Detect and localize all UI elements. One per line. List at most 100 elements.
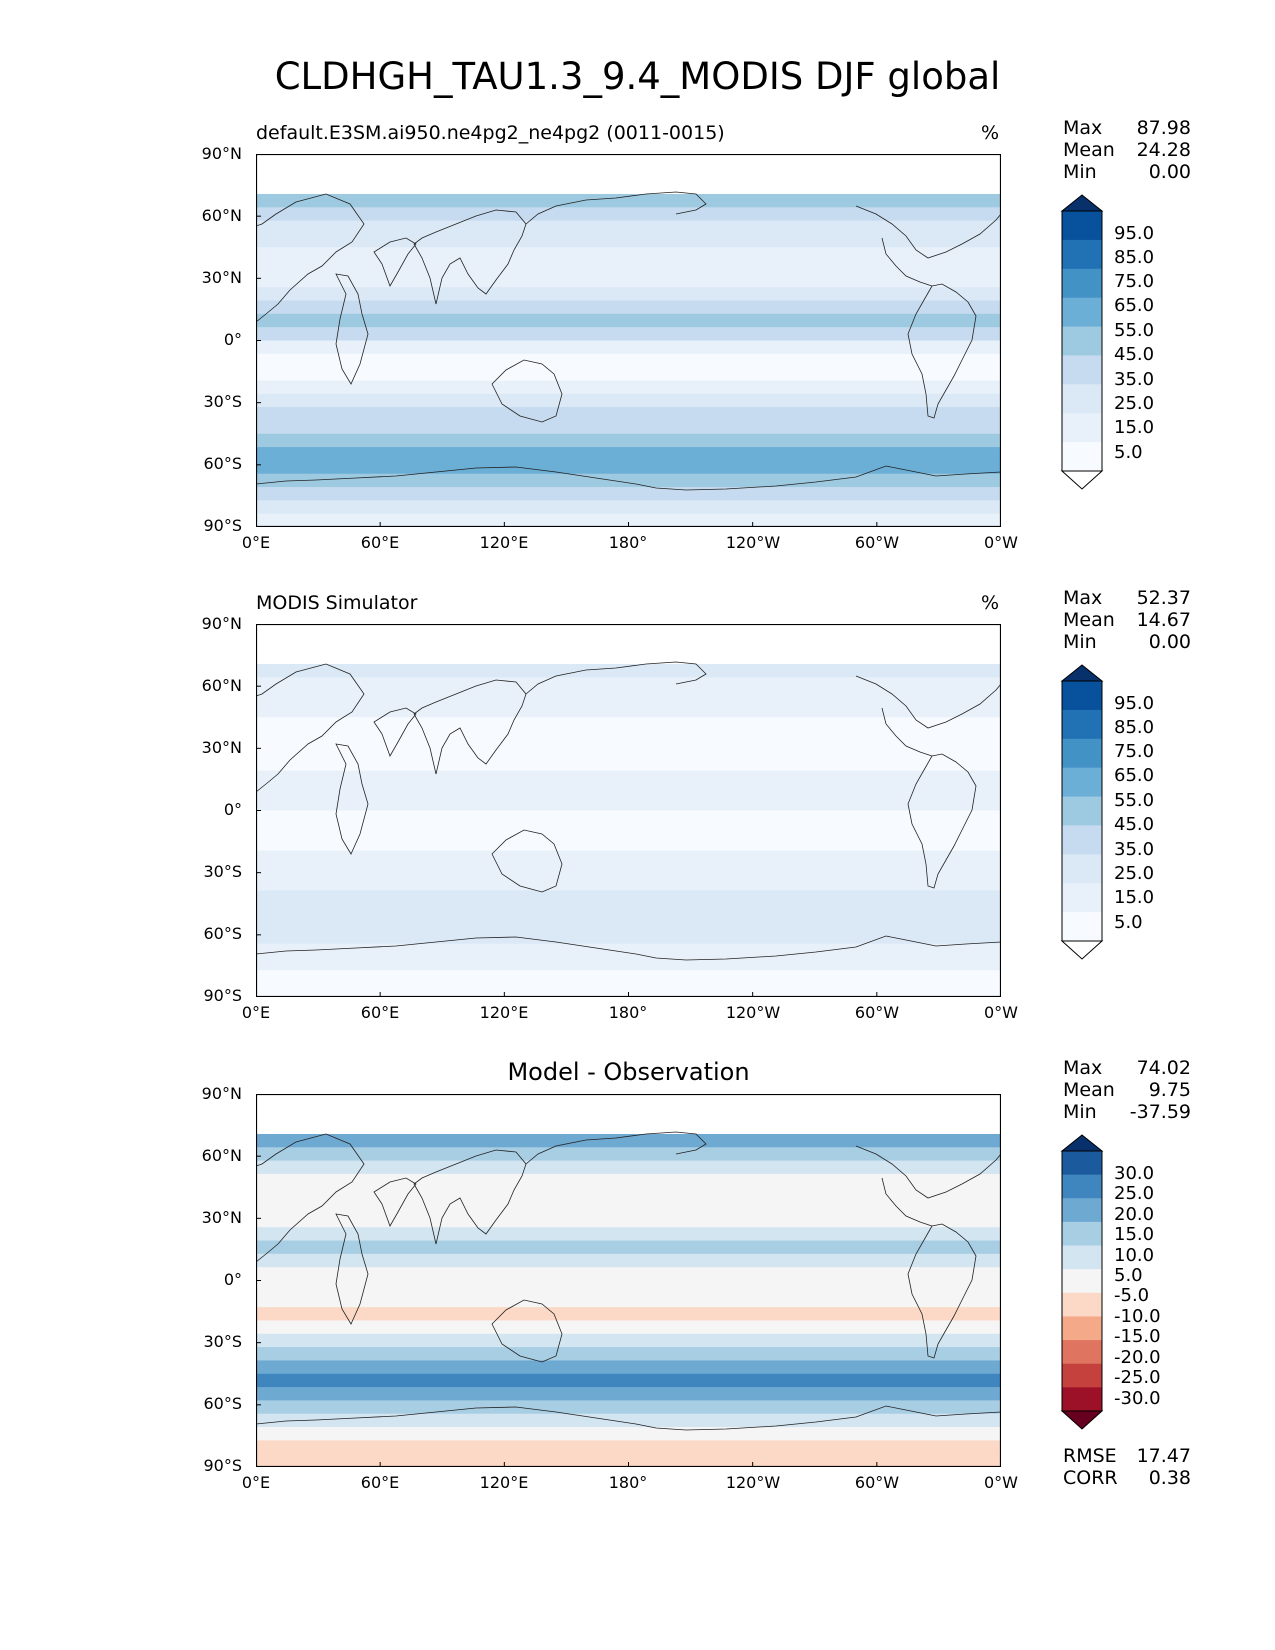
colorbar-tick-label: 65.0 [1114, 765, 1155, 786]
colorbar-segment [1062, 709, 1102, 740]
lon-tick-label: 120°E [479, 1003, 529, 1022]
lat-band [256, 447, 1001, 461]
coastline [881, 707, 933, 757]
colorbar-tick-label: 20.0 [1114, 1204, 1155, 1225]
lat-band [256, 930, 1001, 945]
lat-band [256, 983, 1001, 997]
lat-tick-label: 60°S [203, 924, 242, 943]
colorbar-tick-label: 55.0 [1114, 790, 1155, 811]
lat-band [256, 207, 1001, 222]
coastline [413, 209, 527, 305]
lon-tick-label: 60°E [360, 1003, 400, 1022]
lat-tick-label: 60°N [201, 1146, 242, 1165]
lat-band [256, 917, 1001, 931]
lat-tick-label: 30°N [201, 738, 242, 757]
lat-band [256, 1453, 1001, 1467]
colorbar-tick-label: 35.0 [1114, 369, 1155, 390]
coastline [373, 237, 417, 287]
lat-band [256, 1200, 1001, 1215]
lat-band [256, 1253, 1001, 1268]
lat-band [256, 970, 1001, 985]
lat-band [256, 500, 1001, 515]
lat-band [256, 1307, 1001, 1322]
lat-band [256, 1240, 1001, 1255]
rmse-corr-box: RMSE 17.47 CORR 0.38 [1063, 1445, 1191, 1489]
lat-band [256, 650, 1001, 665]
colorbar [1060, 664, 1104, 960]
lat-band [256, 783, 1001, 798]
lat-band [256, 637, 1001, 652]
stat-mean-label: Mean [1063, 139, 1115, 161]
lat-band [256, 273, 1001, 288]
rmse-label: RMSE [1063, 1445, 1117, 1467]
figure-title: CLDHGH_TAU1.3_9.4_MODIS DJF global [274, 55, 1001, 98]
colorbar-segment [1062, 1151, 1102, 1176]
colorbar [1060, 1134, 1104, 1430]
lat-band [256, 1227, 1001, 1242]
coastline [335, 273, 369, 385]
colorbar-segment [1062, 854, 1102, 884]
lat-band [256, 823, 1001, 838]
lat-band [256, 340, 1001, 355]
coastline [881, 237, 933, 287]
colorbar-tick-label: -20.0 [1114, 1347, 1161, 1368]
colorbar-extend-top [1060, 194, 1104, 212]
colorbar-segment [1062, 912, 1102, 942]
lat-band [256, 1094, 1001, 1108]
stat-mean-value: 24.28 [1136, 139, 1191, 161]
lat-band [256, 513, 1001, 527]
coastline [256, 465, 1001, 491]
panel-obs: MODIS Simulator % 90°N 60°N 30°N 0° 30°S… [0, 470, 1275, 1022]
colorbar-tick-label: 65.0 [1114, 295, 1155, 316]
coastline [335, 1213, 369, 1325]
lat-tick-label: 0° [223, 330, 242, 349]
colorbar-segment [1062, 413, 1102, 443]
lat-band [256, 677, 1001, 692]
lon-tick-label: 120°W [725, 1003, 781, 1022]
stat-max-value: 52.37 [1136, 587, 1191, 609]
colorbar-tick-label: 95.0 [1114, 693, 1155, 714]
map-plot [256, 1094, 1001, 1467]
coastline [491, 359, 563, 423]
corr-label: CORR [1063, 1467, 1118, 1489]
colorbar-tick-label: -15.0 [1114, 1326, 1161, 1347]
lat-band [256, 154, 1001, 168]
coastline [907, 283, 977, 419]
coastline [256, 1405, 1001, 1431]
lat-band [256, 810, 1001, 825]
lon-tick-label: 180° [608, 1473, 648, 1492]
lat-band [256, 877, 1001, 892]
panel-title: Model - Observation [507, 1058, 750, 1086]
stat-max-label: Max [1063, 117, 1103, 139]
lon-tick-label: 120°W [725, 533, 781, 552]
lat-tick-label: 30°N [201, 268, 242, 287]
lat-band [256, 717, 1001, 732]
lat-band [256, 703, 1001, 718]
lon-tick-label: 0°E [241, 533, 271, 552]
coastline [413, 1149, 527, 1245]
lat-tick-label: 0° [223, 1270, 242, 1289]
colorbar-segment [1062, 1174, 1102, 1199]
stat-mean-value: 14.67 [1136, 609, 1191, 631]
lat-band [256, 1360, 1001, 1375]
coastline [413, 679, 527, 775]
colorbar-frame [1061, 210, 1103, 472]
lat-band [256, 433, 1001, 448]
stats-box: Max 74.02 Mean 9.75 Min -37.59 [1063, 1057, 1191, 1123]
colorbar-segment [1062, 355, 1102, 385]
colorbar-tick-label: 45.0 [1114, 344, 1155, 365]
coastline [373, 1177, 417, 1227]
lat-tick-label: 30°S [203, 392, 242, 411]
corr-value: 0.38 [1148, 1467, 1191, 1489]
lat-band [256, 1387, 1001, 1401]
coastline [855, 1145, 1001, 1199]
lat-band [256, 407, 1001, 422]
colorbar-segment [1062, 1363, 1102, 1388]
lat-band [256, 1413, 1001, 1428]
colorbar-tick-label: 25.0 [1114, 1183, 1155, 1204]
coastline [256, 663, 365, 793]
colorbar-segment [1062, 825, 1102, 855]
lon-tick-label: 120°W [725, 1473, 781, 1492]
lat-band [256, 1333, 1001, 1348]
lat-band [256, 663, 1001, 678]
